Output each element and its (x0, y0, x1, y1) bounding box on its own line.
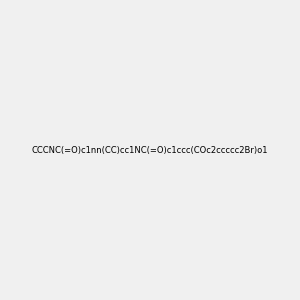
Text: CCCNC(=O)c1nn(CC)cc1NC(=O)c1ccc(COc2ccccc2Br)o1: CCCNC(=O)c1nn(CC)cc1NC(=O)c1ccc(COc2cccc… (32, 146, 268, 154)
